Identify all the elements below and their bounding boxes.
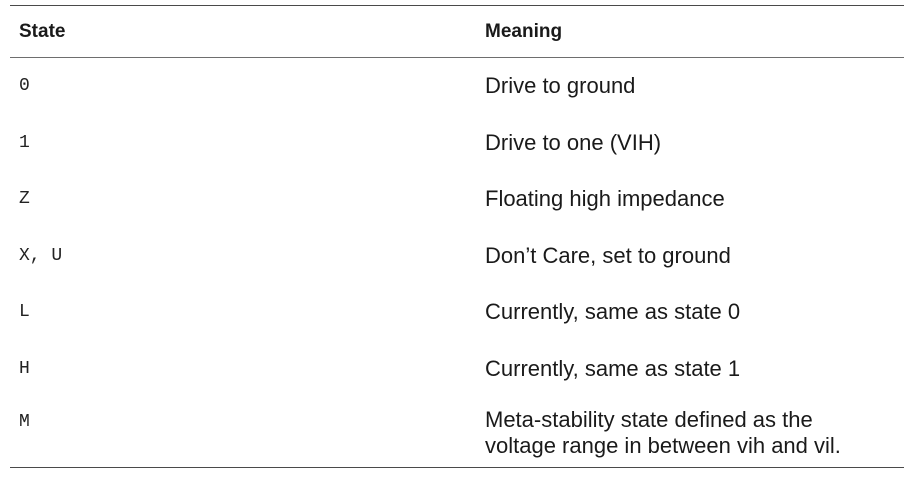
table-row: 1 Drive to one (VIH) xyxy=(10,115,904,172)
table-row: X, U Don’t Care, set to ground xyxy=(10,228,904,285)
header-meaning: Meaning xyxy=(485,20,563,42)
meaning-cell: Drive to one (VIH) xyxy=(485,129,662,155)
table-row: 0 Drive to ground xyxy=(10,58,904,115)
table-row: H Currently, same as state 1 xyxy=(10,341,904,398)
table-header-rule xyxy=(10,57,904,58)
table-row: Z Floating high impedance xyxy=(10,171,904,228)
table-row: L Currently, same as state 0 xyxy=(10,284,904,341)
state-cell: 0 xyxy=(19,76,30,97)
meaning-cell: Meta-stability state defined as the volt… xyxy=(485,407,841,458)
meaning-cell: Drive to ground xyxy=(485,73,636,99)
state-meaning-table: State Meaning 0 Drive to ground 1 Drive … xyxy=(10,5,904,468)
meaning-cell: Currently, same as state 0 xyxy=(485,299,741,325)
state-cell: H xyxy=(19,358,30,379)
meaning-cell: Floating high impedance xyxy=(485,186,725,212)
state-cell: X, U xyxy=(19,245,63,266)
meaning-cell: Currently, same as state 1 xyxy=(485,355,741,381)
table-top-rule xyxy=(10,5,904,6)
header-state: State xyxy=(19,20,66,42)
state-cell: L xyxy=(19,302,30,323)
meaning-cell: Don’t Care, set to ground xyxy=(485,242,731,268)
state-cell: Z xyxy=(19,189,30,210)
table-header-row: State Meaning xyxy=(10,6,904,57)
table-bottom-rule xyxy=(10,467,904,468)
state-cell: M xyxy=(19,412,30,432)
state-cell: 1 xyxy=(19,132,30,153)
table-row: M Meta-stability state defined as the vo… xyxy=(10,397,904,467)
